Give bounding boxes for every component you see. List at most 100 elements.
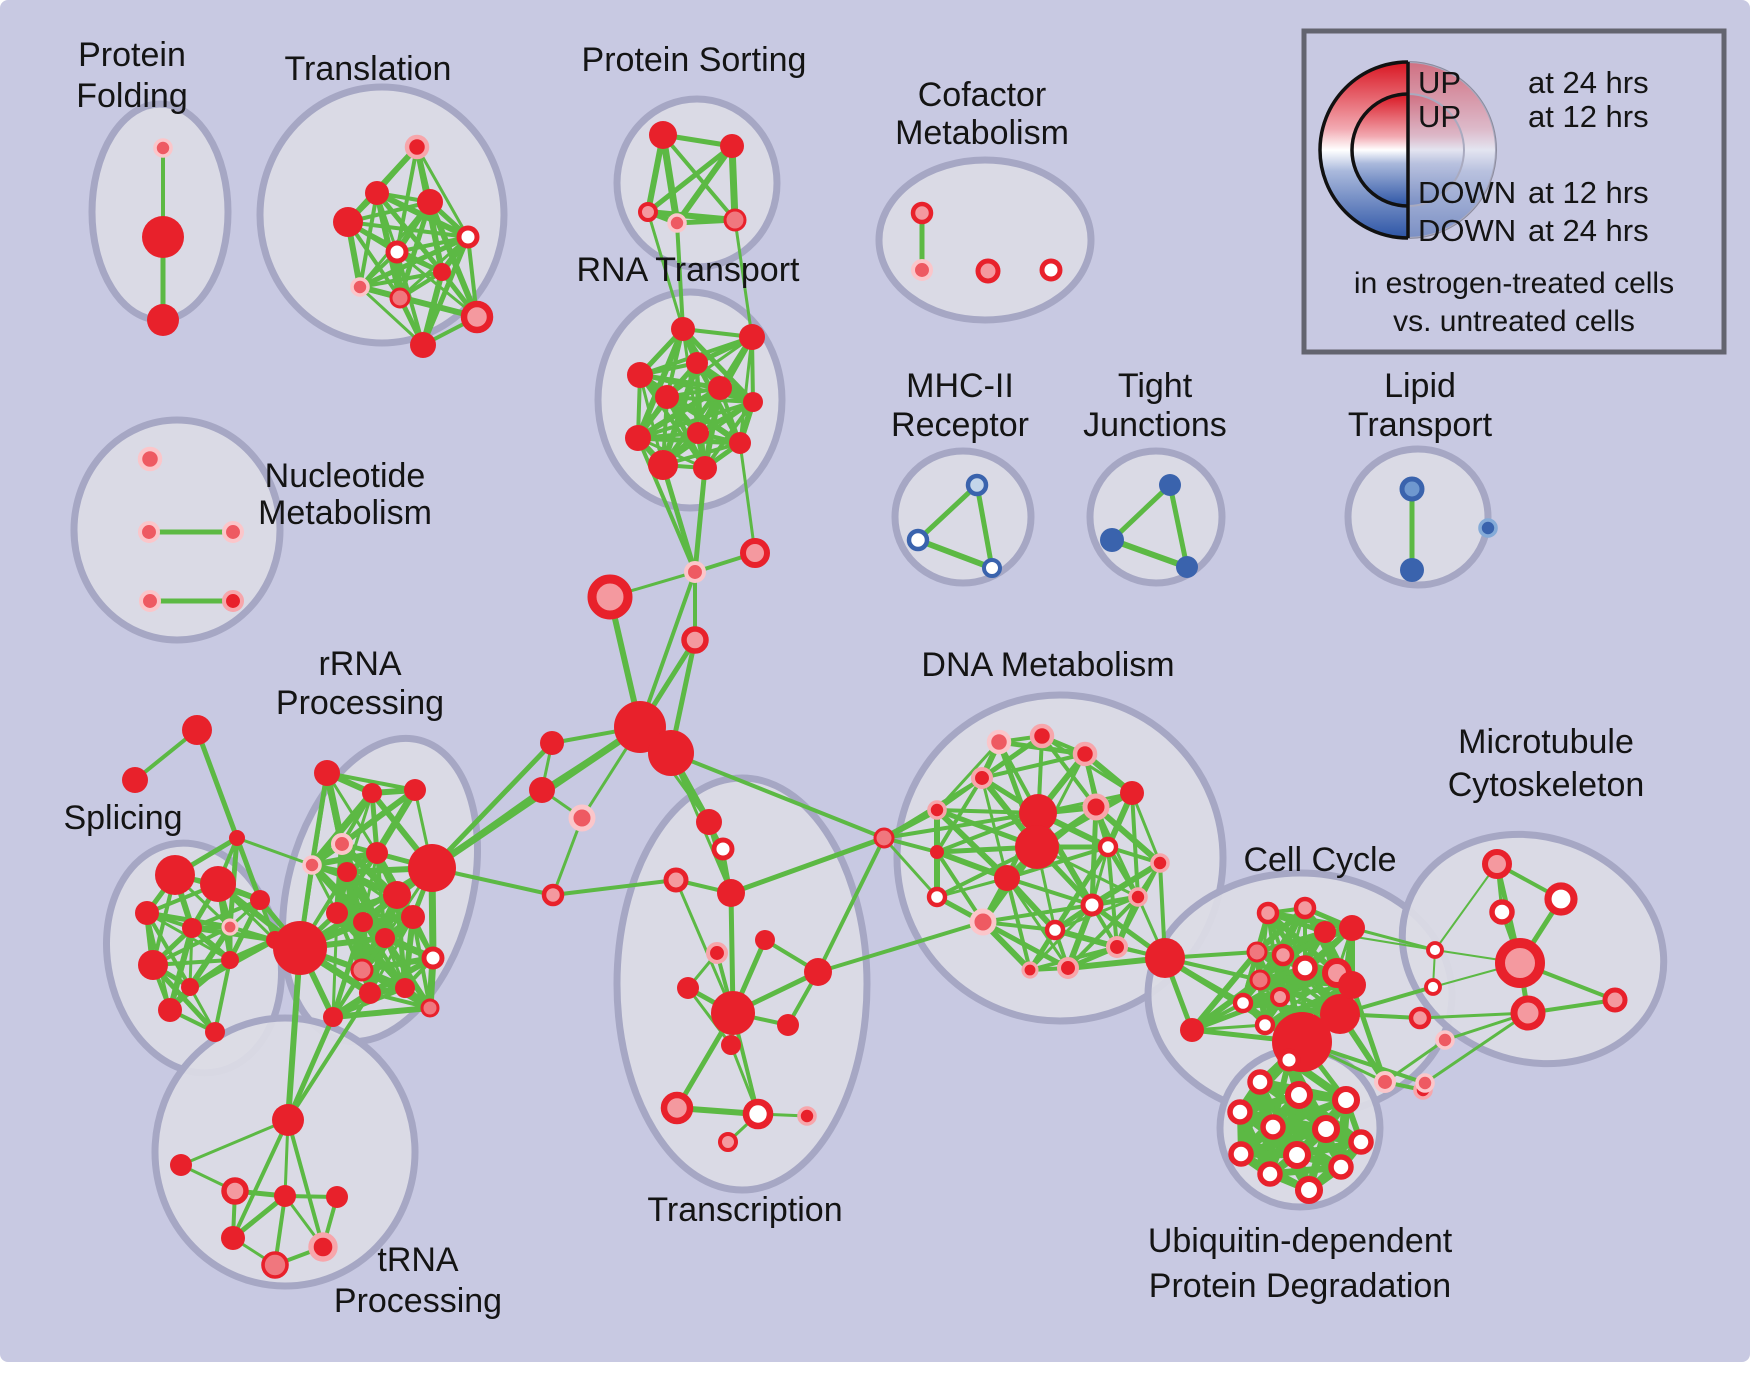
network-node[interactable] — [1348, 1129, 1374, 1155]
network-node[interactable] — [1247, 1069, 1273, 1095]
network-node[interactable] — [272, 1104, 304, 1136]
network-node[interactable] — [182, 918, 202, 938]
network-node[interactable] — [1311, 1114, 1341, 1144]
network-node[interactable] — [401, 905, 425, 929]
network-node[interactable] — [994, 865, 1020, 891]
network-node[interactable] — [777, 1014, 799, 1036]
network-node[interactable] — [221, 589, 245, 613]
network-node[interactable] — [1408, 1006, 1432, 1030]
network-node[interactable] — [797, 1106, 817, 1126]
network-node[interactable] — [158, 998, 182, 1022]
network-node[interactable] — [965, 473, 989, 497]
network-node[interactable] — [155, 855, 195, 895]
network-node[interactable] — [1294, 1175, 1324, 1205]
network-node[interactable] — [1277, 1048, 1301, 1072]
network-node[interactable] — [1271, 943, 1295, 967]
network-node[interactable] — [229, 830, 245, 846]
network-node[interactable] — [460, 300, 494, 334]
network-node[interactable] — [1495, 938, 1545, 988]
network-node[interactable] — [1399, 476, 1425, 502]
network-node[interactable] — [221, 951, 239, 969]
network-node[interactable] — [1331, 1085, 1361, 1115]
network-node[interactable] — [326, 902, 348, 924]
network-node[interactable] — [671, 317, 695, 341]
network-node[interactable] — [720, 134, 744, 158]
network-node[interactable] — [1373, 1070, 1397, 1094]
network-node[interactable] — [649, 121, 677, 149]
network-node[interactable] — [1314, 921, 1336, 943]
network-node[interactable] — [326, 1186, 348, 1208]
network-node[interactable] — [366, 842, 388, 864]
network-node[interactable] — [302, 855, 322, 875]
network-node[interactable] — [742, 1098, 774, 1130]
network-node[interactable] — [1159, 474, 1181, 496]
network-node[interactable] — [181, 978, 199, 996]
network-node[interactable] — [362, 783, 382, 803]
network-node[interactable] — [1424, 978, 1442, 996]
network-node[interactable] — [677, 977, 699, 999]
network-node[interactable] — [389, 287, 411, 309]
network-node[interactable] — [638, 202, 658, 222]
network-node[interactable] — [970, 766, 994, 790]
network-node[interactable] — [273, 921, 327, 975]
network-node[interactable] — [708, 376, 732, 400]
network-node[interactable] — [330, 832, 354, 856]
network-node[interactable] — [711, 837, 735, 861]
network-node[interactable] — [135, 901, 159, 925]
network-node[interactable] — [717, 879, 745, 907]
network-node[interactable] — [1082, 793, 1110, 821]
network-node[interactable] — [404, 779, 426, 801]
network-node[interactable] — [625, 425, 651, 451]
network-node[interactable] — [1282, 1140, 1312, 1170]
network-node[interactable] — [906, 528, 930, 552]
network-node[interactable] — [655, 385, 679, 409]
network-node[interactable] — [433, 263, 451, 281]
network-node[interactable] — [1176, 556, 1198, 578]
network-node[interactable] — [421, 946, 445, 970]
network-node[interactable] — [404, 134, 430, 160]
network-node[interactable] — [1100, 528, 1124, 552]
network-node[interactable] — [250, 890, 270, 910]
network-node[interactable] — [221, 1226, 245, 1250]
network-node[interactable] — [1080, 893, 1104, 917]
network-node[interactable] — [529, 777, 555, 803]
network-node[interactable] — [587, 574, 633, 620]
network-node[interactable] — [1338, 971, 1366, 999]
network-node[interactable] — [333, 207, 363, 237]
network-node[interactable] — [1145, 938, 1185, 978]
network-node[interactable] — [982, 558, 1002, 578]
network-node[interactable] — [681, 626, 709, 654]
network-node[interactable] — [648, 730, 694, 776]
network-node[interactable] — [686, 352, 708, 374]
network-node[interactable] — [721, 1035, 741, 1055]
network-node[interactable] — [137, 520, 161, 544]
network-node[interactable] — [693, 456, 717, 480]
network-node[interactable] — [205, 1022, 225, 1042]
network-node[interactable] — [910, 201, 934, 225]
network-node[interactable] — [930, 845, 944, 859]
network-node[interactable] — [1510, 995, 1546, 1031]
network-node[interactable] — [417, 189, 443, 215]
network-node[interactable] — [667, 213, 687, 233]
network-node[interactable] — [663, 867, 689, 893]
network-node[interactable] — [350, 277, 370, 297]
network-node[interactable] — [1015, 825, 1059, 869]
network-node[interactable] — [1021, 961, 1039, 979]
network-node[interactable] — [1489, 899, 1515, 925]
network-node[interactable] — [718, 1132, 738, 1152]
network-node[interactable] — [221, 1177, 249, 1205]
network-node[interactable] — [1254, 1014, 1276, 1036]
network-node[interactable] — [1249, 969, 1271, 991]
network-node[interactable] — [1180, 1018, 1204, 1042]
network-node[interactable] — [221, 918, 239, 936]
network-node[interactable] — [1482, 849, 1512, 879]
network-node[interactable] — [683, 560, 707, 584]
network-node[interactable] — [1150, 853, 1170, 873]
network-node[interactable] — [1435, 1030, 1455, 1050]
network-node[interactable] — [743, 392, 763, 412]
network-node[interactable] — [1105, 935, 1129, 959]
network-node[interactable] — [138, 950, 168, 980]
network-node[interactable] — [1339, 915, 1365, 941]
network-node[interactable] — [1260, 1114, 1286, 1140]
network-node[interactable] — [1320, 994, 1360, 1034]
